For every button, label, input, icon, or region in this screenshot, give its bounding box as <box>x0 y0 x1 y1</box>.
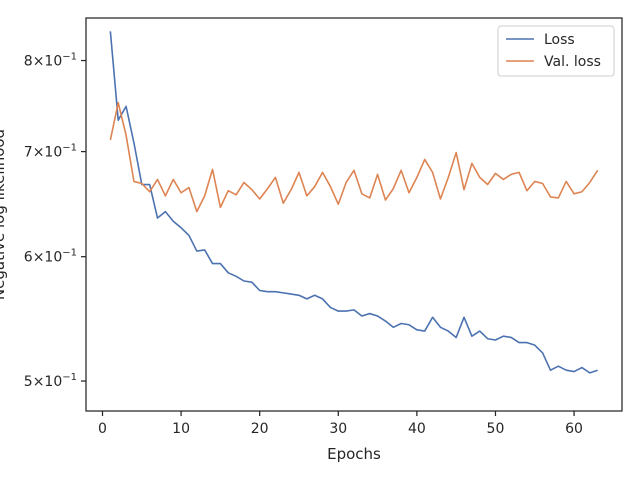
legend: Loss Val. loss <box>497 25 615 77</box>
y-axis-label: Negative log likelihood <box>0 129 8 300</box>
x-tick-label: 40 <box>408 421 426 437</box>
axes-frame <box>85 17 623 412</box>
x-axis-label: Epochs <box>327 445 381 463</box>
x-tick-label: 10 <box>172 421 190 437</box>
x-tick-label: 30 <box>329 421 347 437</box>
legend-label-val-loss: Val. loss <box>544 54 601 70</box>
x-tick-label: 60 <box>565 421 583 437</box>
y-tick-label: 5×10−1 <box>24 372 77 390</box>
legend-label-loss: Loss <box>544 32 575 48</box>
ticks-layer: 0 10 20 30 40 50 60 5×10−1 6×10−1 7×10−1 8×10−1 <box>24 52 583 437</box>
x-tick-label: 50 <box>487 421 505 437</box>
y-tick-label: 7×10−1 <box>24 143 77 161</box>
val-loss-series-line <box>109 101 599 213</box>
y-tick-label: 8×10−1 <box>24 52 77 70</box>
series-layer <box>109 31 599 374</box>
y-tick-label: 6×10−1 <box>24 248 77 266</box>
x-tick-label: 0 <box>98 421 107 437</box>
x-tick-label: 20 <box>251 421 269 437</box>
loss-series-line <box>109 31 598 374</box>
